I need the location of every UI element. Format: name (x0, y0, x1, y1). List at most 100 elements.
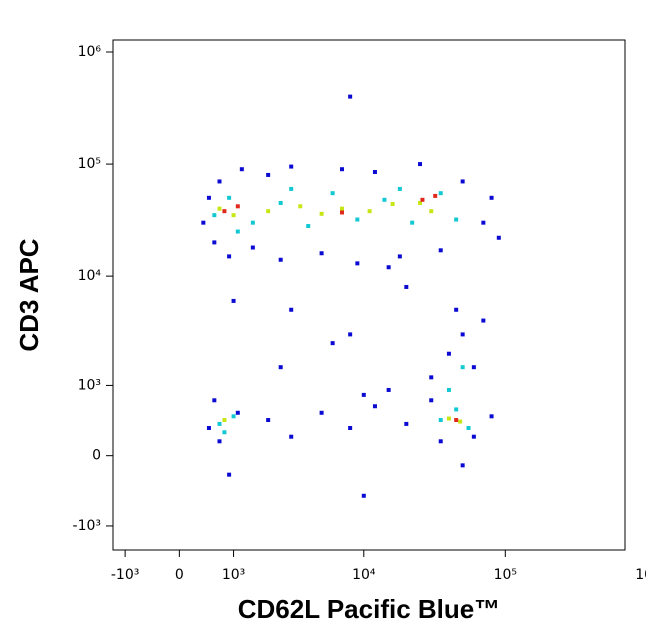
event-point (438, 418, 443, 423)
event-point (361, 392, 366, 397)
y-tick-label: 10⁶ (78, 44, 102, 60)
event-point (298, 204, 303, 209)
event-point (460, 332, 465, 337)
event-point (471, 365, 476, 370)
event-point (222, 418, 227, 423)
event-point (222, 209, 227, 214)
event-point (239, 167, 244, 172)
event-point (438, 248, 443, 253)
event-point (372, 404, 377, 409)
event-point (404, 284, 409, 289)
event-point (319, 251, 324, 256)
event-point (429, 375, 434, 380)
event-point (433, 193, 438, 198)
event-point (454, 307, 459, 312)
event-point (231, 414, 236, 419)
event-point (481, 318, 486, 323)
y-tick-label: 10⁵ (78, 156, 101, 172)
event-point (386, 387, 391, 392)
event-point (438, 191, 443, 196)
event-point (201, 220, 206, 225)
event-point (471, 434, 476, 439)
event-point (227, 472, 232, 477)
event-point (489, 414, 494, 419)
event-point (382, 197, 387, 202)
event-point (386, 265, 391, 270)
y-tick-label: 0 (92, 448, 101, 464)
event-point (429, 398, 434, 403)
y-tick-label: -10³ (73, 518, 101, 534)
event-point (212, 398, 217, 403)
event-point (410, 220, 415, 225)
plot-frame (112, 39, 626, 551)
event-point (278, 257, 283, 262)
event-point (348, 425, 353, 430)
event-point (348, 94, 353, 99)
event-point (330, 191, 335, 196)
event-point (227, 195, 232, 200)
event-point (418, 200, 423, 205)
event-point (231, 213, 236, 218)
event-point (460, 463, 465, 468)
event-point (460, 365, 465, 370)
event-point (235, 410, 240, 415)
event-point (330, 341, 335, 346)
event-point (446, 387, 451, 392)
event-point (397, 186, 402, 191)
event-point (217, 421, 222, 426)
event-point (319, 211, 324, 216)
event-point (319, 410, 324, 415)
event-point (355, 261, 360, 266)
event-point (355, 217, 360, 222)
event-point (222, 430, 227, 435)
x-tick-label: 10⁵ (494, 567, 517, 583)
event-point (429, 209, 434, 214)
x-tick-label: -10³ (111, 567, 139, 583)
event-point (212, 213, 217, 218)
event-point (466, 425, 471, 430)
event-point (206, 425, 211, 430)
event-point (250, 245, 255, 250)
event-point (227, 254, 232, 259)
event-point (404, 421, 409, 426)
event-point (397, 254, 402, 259)
event-point (420, 197, 425, 202)
event-point (289, 186, 294, 191)
event-point (212, 240, 217, 245)
event-point (489, 195, 494, 200)
x-tick-label: 10⁴ (352, 567, 376, 583)
x-tick-label: 10³ (222, 567, 245, 583)
event-point (231, 298, 236, 303)
event-point (266, 209, 271, 214)
event-point (289, 164, 294, 169)
event-point (340, 206, 345, 211)
event-point (340, 210, 345, 215)
event-point (438, 439, 443, 444)
x-tick-label: 10⁶ (635, 567, 646, 583)
y-tick-label: 10⁴ (78, 268, 102, 284)
event-point (372, 169, 377, 174)
event-point (454, 407, 459, 412)
event-point (390, 202, 395, 207)
event-point (361, 493, 366, 498)
event-point (418, 162, 423, 167)
event-point (217, 206, 222, 211)
event-point (458, 419, 463, 424)
event-point (446, 416, 451, 421)
event-point (454, 217, 459, 222)
event-point (266, 172, 271, 177)
event-point (289, 434, 294, 439)
event-point (235, 229, 240, 234)
event-point (217, 179, 222, 184)
event-point (481, 220, 486, 225)
y-axis-title: CD3 APC (14, 238, 44, 351)
event-point (250, 220, 255, 225)
event-point (496, 235, 501, 240)
event-point (278, 365, 283, 370)
event-point (217, 439, 222, 444)
event-point (266, 418, 271, 423)
event-point (235, 204, 240, 209)
event-point (367, 209, 372, 214)
event-point (340, 167, 345, 172)
